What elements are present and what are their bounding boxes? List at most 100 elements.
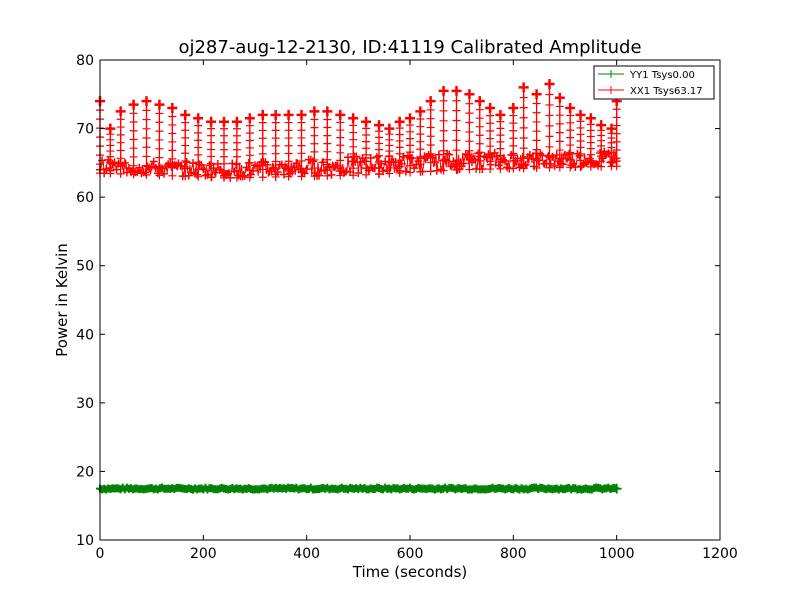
spike bbox=[283, 109, 294, 181]
spike-peak-marker bbox=[257, 109, 268, 120]
spike-peak-marker bbox=[348, 113, 359, 124]
spike bbox=[394, 116, 405, 178]
y-tick-label: 40 bbox=[76, 327, 94, 343]
spike-peak-marker bbox=[425, 96, 436, 107]
spike bbox=[508, 103, 519, 173]
spike bbox=[405, 113, 415, 177]
spike-peak-marker bbox=[335, 109, 346, 120]
spike bbox=[554, 92, 565, 172]
spike-peak-marker bbox=[554, 92, 565, 103]
spike bbox=[518, 82, 529, 173]
spike bbox=[531, 89, 542, 173]
spike bbox=[485, 103, 496, 174]
spike bbox=[585, 113, 596, 171]
legend-box bbox=[593, 65, 715, 100]
spike-peak-marker bbox=[322, 106, 333, 117]
spike-peak-marker bbox=[154, 99, 165, 110]
x-tick-label: 800 bbox=[500, 546, 527, 562]
y-tick-label: 10 bbox=[76, 533, 94, 549]
y-tick-label: 70 bbox=[76, 122, 94, 138]
y-tick-label: 30 bbox=[76, 396, 94, 412]
spike bbox=[361, 116, 372, 179]
y-tick-label: 60 bbox=[76, 190, 94, 206]
spike-peak-marker bbox=[361, 116, 372, 127]
spike-peak-marker bbox=[206, 116, 217, 127]
y-tick-label: 50 bbox=[76, 259, 94, 275]
legend-label-xx1: XX1 Tsys63.17 bbox=[630, 86, 703, 97]
x-tick-label: 1200 bbox=[702, 546, 738, 562]
spike bbox=[154, 99, 165, 180]
spike-peak-marker bbox=[296, 109, 307, 120]
spike-peak-marker bbox=[394, 116, 405, 127]
x-axis: 0 200 400 600 800 1000 1200 bbox=[96, 60, 738, 562]
spike-peak-marker bbox=[219, 116, 229, 127]
spike bbox=[105, 123, 116, 178]
spike bbox=[115, 106, 126, 178]
legend-marker-xx1 bbox=[607, 86, 615, 94]
series-endpoint-yy1 bbox=[611, 483, 622, 494]
spike-peak-marker bbox=[585, 113, 596, 124]
spike-peak-marker bbox=[405, 113, 415, 124]
spike bbox=[335, 109, 346, 180]
legend-entry-xx1: XX1 Tsys63.17 bbox=[598, 86, 703, 97]
spike bbox=[596, 120, 607, 171]
spike-peak-marker bbox=[575, 109, 586, 120]
spike bbox=[544, 79, 555, 172]
spike-peak-marker bbox=[565, 103, 576, 113]
spike bbox=[180, 109, 191, 181]
legend: YY1 Tsys0.00 XX1 Tsys63.17 bbox=[593, 65, 715, 100]
spike bbox=[606, 123, 617, 171]
spike-peak-marker bbox=[283, 109, 294, 120]
spike-peak-marker bbox=[508, 103, 519, 113]
spike bbox=[374, 120, 384, 179]
spike bbox=[193, 113, 204, 181]
spike-peak-marker bbox=[128, 99, 139, 110]
series-layer bbox=[95, 79, 622, 494]
x-tick-label: 200 bbox=[190, 546, 217, 562]
spike bbox=[167, 103, 178, 180]
spike-peak-marker bbox=[606, 123, 617, 134]
spike-peak-marker bbox=[374, 120, 384, 131]
spike bbox=[384, 123, 395, 178]
spike-peak-marker bbox=[451, 85, 462, 96]
spike-peak-marker bbox=[474, 96, 485, 107]
spike bbox=[322, 106, 333, 180]
spike-peak-marker bbox=[180, 109, 191, 120]
spike-peak-marker bbox=[141, 96, 152, 107]
spike-peak-marker bbox=[384, 123, 395, 134]
spike-peak-marker bbox=[115, 106, 126, 117]
spike bbox=[565, 103, 576, 172]
spike-peak-marker bbox=[270, 109, 281, 120]
spike-peak-marker bbox=[231, 116, 242, 127]
spike-peak-marker bbox=[167, 103, 178, 113]
y-axis: 10 20 30 40 50 60 70 80 bbox=[76, 53, 720, 549]
y-tick-label: 20 bbox=[76, 464, 94, 480]
spike-peak-marker bbox=[438, 85, 449, 96]
spike bbox=[141, 96, 152, 179]
spike bbox=[451, 85, 462, 174]
spike-peak-marker bbox=[193, 113, 204, 124]
spike bbox=[231, 116, 242, 182]
spike-peak-marker bbox=[105, 123, 116, 134]
spike-peak-marker bbox=[464, 89, 475, 100]
y-axis-label: Power in Kelvin bbox=[53, 243, 71, 357]
spike-peak-marker bbox=[531, 89, 542, 100]
spike bbox=[219, 116, 229, 182]
spike bbox=[206, 116, 217, 182]
spike bbox=[244, 113, 255, 182]
x-tick-label: 400 bbox=[293, 546, 320, 562]
spike-peak-marker bbox=[596, 120, 607, 131]
spike bbox=[257, 109, 268, 182]
legend-label-yy1: YY1 Tsys0.00 bbox=[629, 70, 695, 81]
spike bbox=[415, 106, 426, 176]
spike bbox=[309, 106, 320, 181]
spike-peak-marker bbox=[518, 82, 529, 93]
x-tick-label: 600 bbox=[397, 546, 424, 562]
spike bbox=[348, 113, 359, 180]
spike bbox=[611, 96, 622, 171]
x-tick-label: 0 bbox=[96, 546, 105, 562]
spike bbox=[296, 109, 307, 181]
spike-peak-marker bbox=[495, 109, 506, 120]
